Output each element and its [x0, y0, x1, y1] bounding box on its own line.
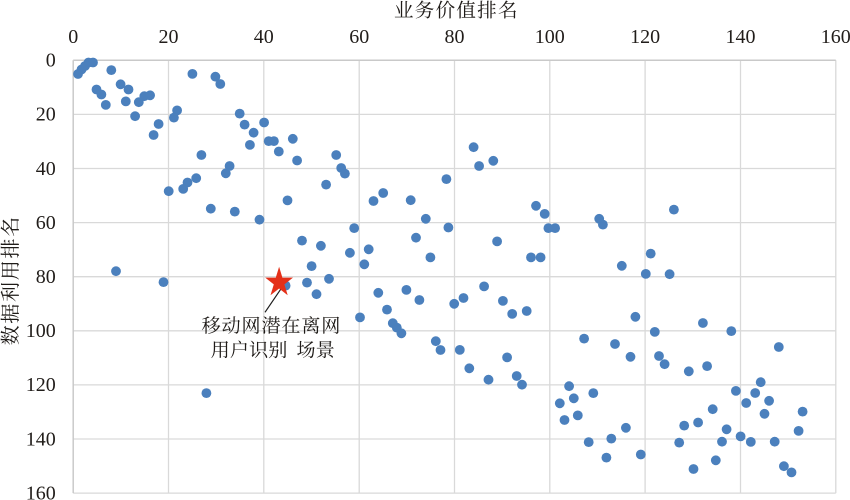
svg-text:160: 160: [26, 482, 56, 500]
svg-text:120: 120: [26, 374, 56, 396]
svg-text:80: 80: [36, 266, 56, 288]
svg-text:160: 160: [821, 26, 850, 48]
svg-text:0: 0: [46, 50, 56, 72]
svg-text:40: 40: [36, 158, 56, 180]
svg-text:60: 60: [349, 26, 369, 48]
svg-text:140: 140: [26, 428, 56, 450]
svg-text:140: 140: [726, 26, 756, 48]
svg-text:120: 120: [630, 26, 660, 48]
svg-text:40: 40: [254, 26, 274, 48]
svg-text:100: 100: [535, 26, 565, 48]
svg-text:20: 20: [36, 104, 56, 126]
svg-text:60: 60: [36, 212, 56, 234]
svg-text:20: 20: [159, 26, 179, 48]
svg-text:100: 100: [26, 320, 56, 342]
svg-text:80: 80: [445, 26, 465, 48]
svg-text:0: 0: [68, 26, 78, 48]
